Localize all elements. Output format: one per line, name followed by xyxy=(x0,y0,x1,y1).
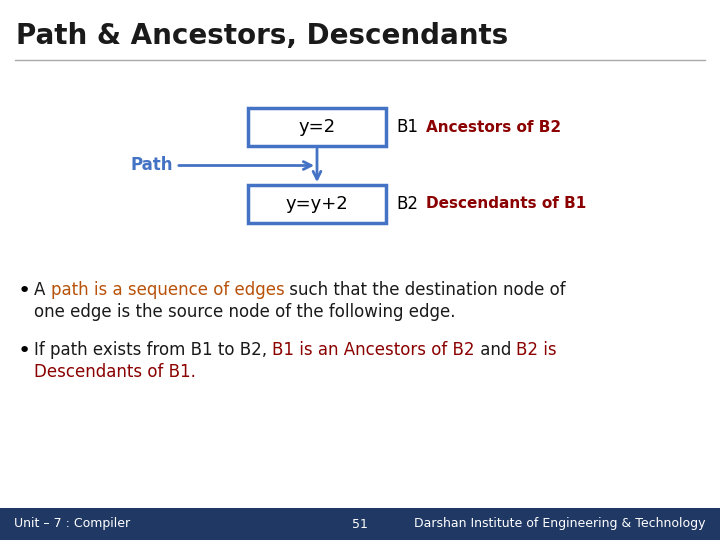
Bar xyxy=(248,185,386,223)
Text: •: • xyxy=(18,281,31,301)
Text: Darshan Institute of Engineering & Technology: Darshan Institute of Engineering & Techn… xyxy=(415,517,706,530)
Text: Path: Path xyxy=(130,157,173,174)
Bar xyxy=(248,108,386,146)
Text: •: • xyxy=(18,341,31,361)
Text: Descendants of B1.: Descendants of B1. xyxy=(34,363,196,381)
Text: y=y+2: y=y+2 xyxy=(286,195,348,213)
Text: If path exists from B1 to B2,: If path exists from B1 to B2, xyxy=(34,341,272,359)
Text: such that the destination node of: such that the destination node of xyxy=(284,281,566,299)
Text: Ancestors of B2: Ancestors of B2 xyxy=(426,119,561,134)
Text: and: and xyxy=(475,341,516,359)
Text: B2: B2 xyxy=(396,195,418,213)
Text: one edge is the source node of the following edge.: one edge is the source node of the follo… xyxy=(34,303,456,321)
Text: B1: B1 xyxy=(396,118,418,136)
Text: y=2: y=2 xyxy=(298,118,336,136)
Text: 51: 51 xyxy=(352,517,368,530)
Text: Descendants of B1: Descendants of B1 xyxy=(426,197,586,212)
Text: A: A xyxy=(34,281,50,299)
Text: Unit – 7 : Compiler: Unit – 7 : Compiler xyxy=(14,517,130,530)
Text: B2 is: B2 is xyxy=(516,341,557,359)
Bar xyxy=(0,508,720,540)
Text: B1 is an Ancestors of B2: B1 is an Ancestors of B2 xyxy=(272,341,475,359)
Text: path is a sequence of edges: path is a sequence of edges xyxy=(50,281,284,299)
Text: Path & Ancestors, Descendants: Path & Ancestors, Descendants xyxy=(16,22,508,50)
